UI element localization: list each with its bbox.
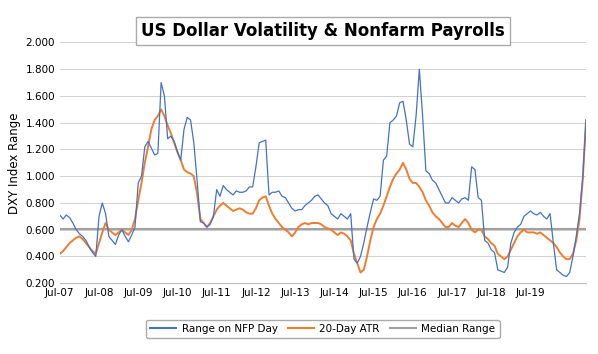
Y-axis label: DXY Index Range: DXY Index Range xyxy=(8,112,21,213)
Title: US Dollar Volatility & Nonfarm Payrolls: US Dollar Volatility & Nonfarm Payrolls xyxy=(141,22,505,40)
Legend: Range on NFP Day, 20-Day ATR, Median Range: Range on NFP Day, 20-Day ATR, Median Ran… xyxy=(147,320,499,338)
